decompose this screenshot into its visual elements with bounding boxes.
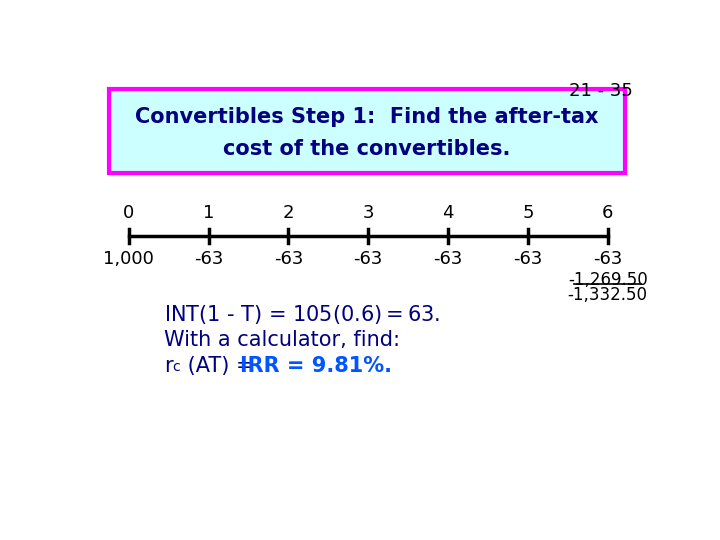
Text: cost of the convertibles.: cost of the convertibles. — [223, 139, 510, 159]
Text: -1,332.50: -1,332.50 — [567, 286, 648, 304]
Text: c: c — [172, 360, 180, 374]
Text: 1,000: 1,000 — [103, 249, 154, 268]
Text: -63: -63 — [194, 249, 223, 268]
Text: 2: 2 — [283, 204, 294, 222]
Text: Convertibles Step 1:  Find the after-tax: Convertibles Step 1: Find the after-tax — [135, 107, 599, 127]
FancyBboxPatch shape — [109, 90, 625, 173]
Text: 3: 3 — [362, 204, 374, 222]
Text: (AT) =: (AT) = — [181, 356, 260, 376]
Text: -63: -63 — [274, 249, 303, 268]
Text: IRR = 9.81%.: IRR = 9.81%. — [240, 356, 392, 376]
Text: -63: -63 — [513, 249, 543, 268]
Text: 4: 4 — [442, 204, 454, 222]
Text: r: r — [163, 356, 172, 376]
Text: 0: 0 — [123, 204, 135, 222]
Text: INT(1 - T) = $105(0.6) = $63.: INT(1 - T) = $105(0.6) = $63. — [163, 303, 440, 327]
Text: With a calculator, find:: With a calculator, find: — [163, 330, 400, 350]
Text: 1: 1 — [203, 204, 215, 222]
Text: -63: -63 — [354, 249, 383, 268]
Text: -63: -63 — [433, 249, 463, 268]
Text: -1,269.50: -1,269.50 — [568, 271, 647, 289]
Text: 5: 5 — [522, 204, 534, 222]
Text: 21 - 35: 21 - 35 — [569, 82, 632, 100]
Text: -63: -63 — [593, 249, 622, 268]
Text: 6: 6 — [602, 204, 613, 222]
